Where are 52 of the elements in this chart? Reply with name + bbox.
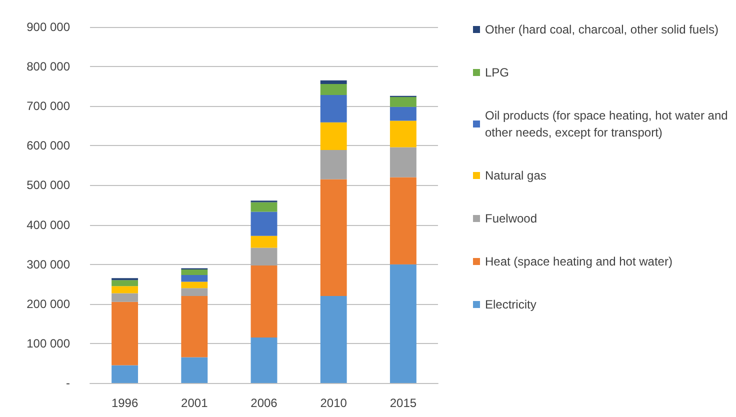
bar (320, 84, 347, 96)
bar (181, 269, 208, 276)
x-tick-label: 1996 (111, 396, 138, 410)
y-tick-label: 300 000 (26, 257, 70, 272)
bar (390, 97, 416, 107)
bar (112, 286, 138, 294)
bar (320, 296, 347, 383)
y-tick-label: 700 000 (26, 99, 70, 114)
y-tick-label: 900 000 (26, 20, 70, 34)
bar (112, 280, 138, 286)
bar (320, 95, 347, 122)
bar (181, 357, 208, 383)
legend-label: Natural gas (485, 168, 546, 182)
bar (181, 288, 208, 296)
bar (250, 212, 278, 236)
bar (112, 365, 138, 383)
bar (181, 296, 208, 358)
bar (112, 293, 138, 302)
y-tick-label: 100 000 (26, 336, 70, 350)
x-tick-label: 2010 (320, 396, 348, 410)
y-tick-label: 800 000 (26, 60, 70, 74)
legend-label: Electricity (485, 298, 536, 312)
legend-label: Other (hard coal, charcoal, other solid fuels) (485, 22, 718, 36)
legend-label: Heat (space heating and hot water) (485, 254, 672, 268)
bar (181, 275, 208, 282)
bar (390, 264, 416, 383)
bar (390, 147, 416, 178)
y-tick-label: 400 000 (26, 218, 70, 232)
legend-label: Fuelwood (485, 212, 538, 226)
bar (250, 202, 278, 212)
bar (250, 248, 278, 266)
y-tick-label: 200 000 (26, 296, 70, 311)
x-tick-label: 2015 (390, 396, 417, 410)
bar (390, 177, 416, 264)
bar (250, 266, 278, 338)
bar (320, 80, 347, 84)
bar (112, 302, 138, 366)
y-tick-label: 500 000 (26, 178, 70, 192)
bar (320, 150, 347, 180)
bar (320, 179, 347, 296)
y-tick-label: 600 000 (26, 138, 70, 153)
y-tick-label: - (66, 376, 70, 390)
bar (390, 106, 416, 121)
bar (181, 282, 208, 288)
bar (390, 120, 416, 148)
legend-label: LPG (485, 66, 510, 80)
bar (250, 338, 278, 383)
bar (320, 122, 347, 150)
legend-label: Oil products (for space heating, hot water and other needs, except for transport) (485, 108, 732, 140)
x-tick-label: 2006 (250, 396, 278, 410)
x-tick-label: 2001 (181, 396, 208, 410)
bar (250, 236, 278, 248)
